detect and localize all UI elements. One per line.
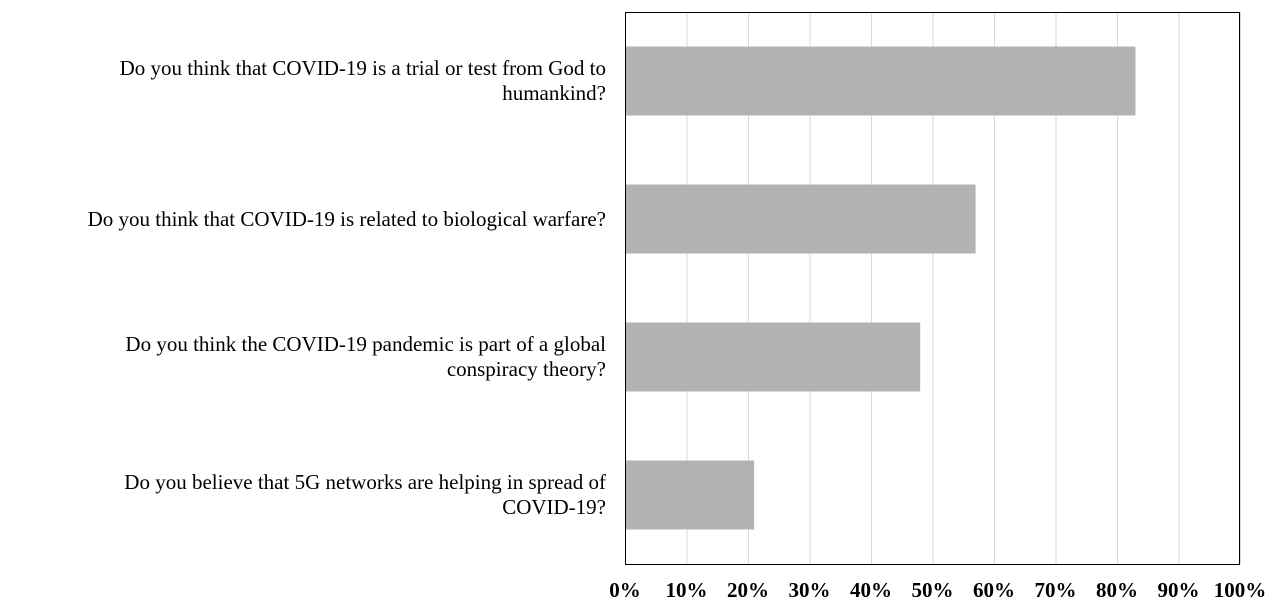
category-label: Do you think that COVID-19 is a trial or… <box>119 56 606 105</box>
x-tick-label: 20% <box>727 578 769 602</box>
x-tick-label: 0% <box>609 578 641 602</box>
bar <box>625 184 976 254</box>
x-tick-label: 50% <box>911 578 954 602</box>
bar <box>625 46 1136 116</box>
category-label: Do you think the COVID-19 pandemic is pa… <box>125 332 606 381</box>
category-label: Do you think that COVID-19 is related to… <box>87 206 606 231</box>
x-tick-label: 40% <box>850 578 892 602</box>
x-tick-label: 100% <box>1213 578 1267 602</box>
x-tick-label: 10% <box>665 578 708 602</box>
bar <box>625 460 755 530</box>
x-tick-label: 30% <box>788 578 831 602</box>
bar <box>625 322 921 392</box>
category-label: Do you believe that 5G networks are help… <box>124 470 606 519</box>
x-tick-label: 80% <box>1096 578 1138 602</box>
x-tick-label: 60% <box>973 578 1015 602</box>
x-tick-label: 70% <box>1034 578 1077 602</box>
x-tick-label: 90% <box>1157 578 1200 602</box>
